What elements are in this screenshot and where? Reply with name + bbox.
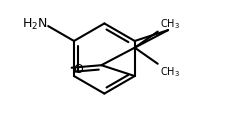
Text: O: O — [74, 63, 83, 76]
Text: CH$_3$: CH$_3$ — [160, 65, 179, 79]
Text: H$_2$N: H$_2$N — [22, 17, 47, 32]
Text: CH$_3$: CH$_3$ — [160, 17, 179, 31]
